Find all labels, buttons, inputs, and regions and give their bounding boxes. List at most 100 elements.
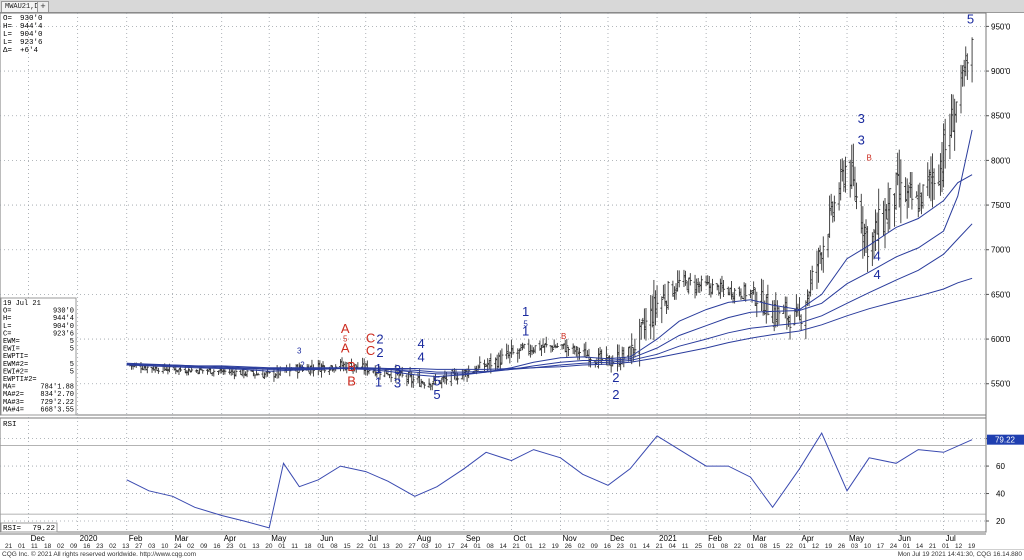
top-readout-value: 944'4 <box>20 23 43 31</box>
info-box-value: 904'0 <box>53 323 74 331</box>
day-tick-label: 01 <box>473 543 481 549</box>
wave-label: 2 <box>300 361 305 370</box>
day-tick-label: 11 <box>31 543 38 549</box>
info-box-label: EWI#2= <box>3 368 28 376</box>
day-tick-label: 25 <box>695 543 703 549</box>
day-tick-label: 09 <box>200 543 208 549</box>
wave-label: 4 <box>418 336 425 351</box>
day-tick-label: 09 <box>70 543 78 549</box>
rsi-readout-value: 79.22 <box>32 525 55 533</box>
month-label: 2021 <box>659 534 677 543</box>
status-footer: CQG Inc. © 2021 All rights reserved worl… <box>0 549 1024 560</box>
day-tick-label: 20 <box>395 543 403 549</box>
day-tick-label: 01 <box>526 543 534 549</box>
month-label: Jun <box>320 534 333 543</box>
day-tick-label: 08 <box>330 543 338 549</box>
day-tick-label: 14 <box>643 543 651 549</box>
wave-label: 4 <box>873 248 880 263</box>
top-readout-label: Δ= <box>3 47 13 55</box>
day-tick-label: 13 <box>382 543 390 549</box>
info-box-value: 5 <box>70 368 74 376</box>
moving-average-line-ma2 <box>126 129 973 375</box>
moving-average-line-ma <box>126 174 973 378</box>
day-tick-label: 01 <box>942 543 950 549</box>
wave-label: 3 <box>394 362 401 377</box>
month-label: Oct <box>513 534 526 543</box>
day-tick-label: 13 <box>122 543 130 549</box>
day-tick-label: 23 <box>96 543 104 549</box>
day-tick-label: 16 <box>604 543 612 549</box>
day-tick-label: 22 <box>734 543 742 549</box>
day-tick-label: 02 <box>57 543 65 549</box>
month-label: 2020 <box>80 534 98 543</box>
day-tick-label: 10 <box>434 543 442 549</box>
day-tick-label: 02 <box>187 543 195 549</box>
day-tick-label: 08 <box>486 543 494 549</box>
day-tick-label: 01 <box>18 543 26 549</box>
info-box-label: MA#4= <box>3 406 24 414</box>
moving-average-line-ma3 <box>126 223 973 373</box>
price-tick-label: 600'0 <box>991 335 1011 344</box>
wave-label: 3 <box>858 132 865 147</box>
day-tick-label: 02 <box>578 543 586 549</box>
wave-label: 1 <box>522 323 529 338</box>
day-tick-label: 27 <box>408 543 416 549</box>
month-label: Sep <box>466 534 481 543</box>
day-tick-label: 26 <box>838 543 846 549</box>
moving-average-line-ma4 <box>126 277 973 370</box>
month-label: Nov <box>562 534 576 543</box>
day-tick-label: 17 <box>447 543 455 549</box>
day-tick-label: 17 <box>877 543 885 549</box>
wave-label: B <box>867 153 872 162</box>
info-box-value: 930'0 <box>53 308 74 316</box>
info-box-label: EWPTI#2= <box>3 376 37 384</box>
wave-label: C <box>366 331 375 346</box>
month-label: Apr <box>224 534 237 543</box>
info-box-value: 729'2.22 <box>40 399 74 407</box>
wave-label: 1 <box>375 361 382 376</box>
month-label: Mar <box>752 534 766 543</box>
info-box-value: 5 <box>70 361 74 369</box>
price-chart[interactable]: 550'0 600'0 650'0 700'0 750'0 800'0 850'0 900'0… <box>0 12 1024 549</box>
rsi-tick-label: 60 <box>996 462 1005 471</box>
info-box-date: 19 Jul 21 <box>3 300 41 308</box>
day-tick-label: 01 <box>799 543 807 549</box>
info-box <box>0 297 77 416</box>
day-tick-label: 01 <box>317 543 325 549</box>
info-box-label: EWI= <box>3 346 20 354</box>
day-tick-label: 24 <box>890 543 898 549</box>
top-readout-value: 930'0 <box>20 15 43 23</box>
day-tick-label: 24 <box>460 543 468 549</box>
rsi-tick-label: 40 <box>996 490 1005 499</box>
top-readout-label: L= <box>3 39 13 47</box>
info-box-value: 5 <box>70 338 74 346</box>
rsi-readout-box <box>0 522 58 533</box>
day-tick-label: 21 <box>929 543 937 549</box>
info-box-value: 5 <box>70 346 74 354</box>
wave-label: 5 <box>433 387 440 402</box>
info-box-label: H= <box>3 315 11 323</box>
wave-label: 5 <box>343 335 348 344</box>
month-label: Jul <box>946 534 956 543</box>
copyright-text: CQG Inc. © 2021 All rights reserved worl… <box>2 551 197 558</box>
day-tick-label: 27 <box>135 543 143 549</box>
wave-label: A <box>341 340 350 355</box>
wave-label: 2 <box>376 332 383 347</box>
day-tick-label: 03 <box>851 543 859 549</box>
wave-label: 4 <box>418 349 425 364</box>
day-tick-label: 01 <box>903 543 911 549</box>
wave-label: 2 <box>376 345 383 360</box>
day-tick-label: 16 <box>213 543 221 549</box>
day-tick-label: 22 <box>786 543 794 549</box>
price-tick-label: 550'0 <box>991 380 1011 389</box>
info-box-label: MA#3= <box>3 399 24 407</box>
day-tick-label: 19 <box>825 543 833 549</box>
day-tick-label: 18 <box>304 543 312 549</box>
price-tick-label: 650'0 <box>991 290 1011 299</box>
day-tick-label: 09 <box>591 543 599 549</box>
day-tick-label: 21 <box>656 543 664 549</box>
month-label: Feb <box>708 534 722 543</box>
month-label: Mar <box>175 534 189 543</box>
day-tick-label: 03 <box>421 543 429 549</box>
info-box-value: 944'4 <box>53 315 74 323</box>
